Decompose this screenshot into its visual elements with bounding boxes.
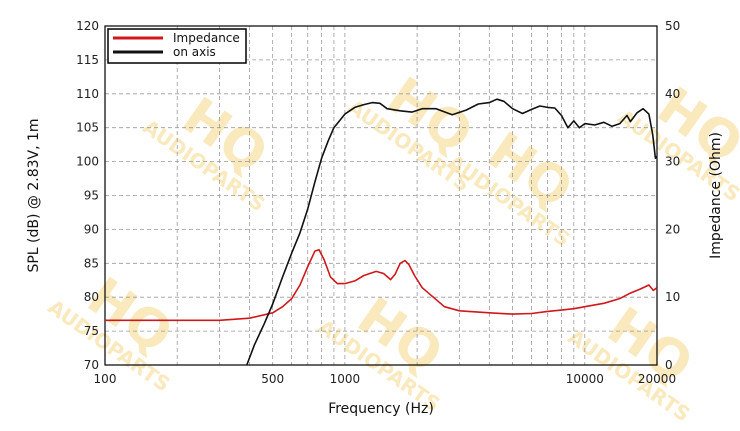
y2-tick-label: 10 bbox=[665, 290, 680, 304]
y2-tick-label: 0 bbox=[665, 358, 673, 372]
y-tick-label: 75 bbox=[84, 324, 99, 338]
data-series bbox=[105, 98, 658, 366]
y-axis-label: SPL (dB) @ 2.83V, 1m bbox=[26, 118, 42, 272]
y-tick-label: 115 bbox=[76, 53, 99, 67]
y-tick-label: 85 bbox=[84, 256, 99, 270]
legend: Impedance on axis bbox=[107, 28, 247, 64]
y-tick-label: 100 bbox=[76, 155, 99, 169]
series-line-on-axis bbox=[246, 98, 658, 366]
x-axis-label: Frequency (Hz) bbox=[328, 401, 434, 417]
x-tick-label: 100 bbox=[94, 372, 117, 386]
plot-frame bbox=[104, 25, 658, 366]
y2-tick-label: 40 bbox=[665, 87, 680, 101]
tick-labels: 100 500 1000 10000 2000070758085909510010511… bbox=[76, 19, 680, 386]
x-tick-label: 1000 bbox=[330, 372, 361, 386]
x-tick-label: 20000 bbox=[638, 372, 676, 386]
y-tick-label: 110 bbox=[76, 87, 99, 101]
y-tick-label: 120 bbox=[76, 19, 99, 33]
legend-label-on-axis: on axis bbox=[173, 45, 216, 59]
x-tick-label: 10000 bbox=[566, 372, 604, 386]
legend-box bbox=[107, 28, 247, 64]
y-tick-label: 70 bbox=[84, 358, 99, 372]
y-tick-label: 95 bbox=[84, 189, 99, 203]
y2-tick-label: 30 bbox=[665, 155, 680, 169]
series-line-impedance bbox=[105, 248, 658, 322]
legend-label-impedance: Impedance bbox=[173, 31, 240, 45]
x-tick-label: 500 bbox=[261, 372, 284, 386]
y2-axis-label: Impedance (Ohm) bbox=[708, 132, 724, 259]
y-tick-label: 90 bbox=[84, 222, 99, 236]
y2-tick-label: 50 bbox=[665, 19, 680, 33]
y-tick-label: 105 bbox=[76, 121, 99, 135]
y-tick-label: 80 bbox=[84, 290, 99, 304]
y2-tick-label: 20 bbox=[665, 222, 680, 236]
